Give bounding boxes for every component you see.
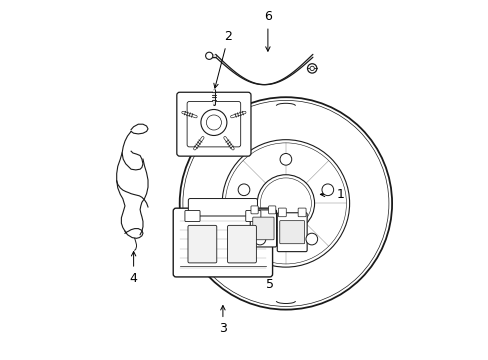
Circle shape bbox=[179, 97, 391, 310]
Text: 1: 1 bbox=[320, 188, 344, 201]
Text: 2: 2 bbox=[213, 30, 232, 88]
FancyBboxPatch shape bbox=[298, 208, 305, 217]
Polygon shape bbox=[122, 131, 142, 170]
Circle shape bbox=[321, 184, 333, 195]
Polygon shape bbox=[131, 124, 148, 134]
Circle shape bbox=[280, 153, 291, 165]
Text: 3: 3 bbox=[219, 306, 226, 335]
FancyBboxPatch shape bbox=[227, 225, 256, 263]
Text: 6: 6 bbox=[264, 10, 271, 51]
FancyBboxPatch shape bbox=[278, 208, 285, 217]
FancyBboxPatch shape bbox=[187, 225, 216, 263]
Text: 5: 5 bbox=[265, 258, 273, 291]
Polygon shape bbox=[125, 229, 142, 238]
Circle shape bbox=[257, 175, 314, 232]
FancyBboxPatch shape bbox=[252, 217, 273, 240]
FancyBboxPatch shape bbox=[245, 211, 260, 222]
Circle shape bbox=[309, 66, 314, 71]
Circle shape bbox=[201, 109, 226, 135]
FancyBboxPatch shape bbox=[177, 92, 250, 156]
FancyBboxPatch shape bbox=[250, 210, 276, 247]
FancyBboxPatch shape bbox=[173, 208, 272, 277]
FancyBboxPatch shape bbox=[184, 211, 200, 222]
Text: 4: 4 bbox=[129, 252, 137, 285]
Circle shape bbox=[305, 233, 317, 245]
FancyBboxPatch shape bbox=[187, 102, 240, 147]
Circle shape bbox=[238, 184, 249, 195]
Circle shape bbox=[205, 52, 212, 59]
Circle shape bbox=[254, 233, 265, 245]
Circle shape bbox=[307, 64, 316, 73]
FancyBboxPatch shape bbox=[279, 221, 304, 244]
FancyBboxPatch shape bbox=[250, 206, 258, 214]
FancyBboxPatch shape bbox=[188, 199, 257, 216]
FancyBboxPatch shape bbox=[268, 206, 275, 214]
FancyBboxPatch shape bbox=[277, 213, 306, 252]
